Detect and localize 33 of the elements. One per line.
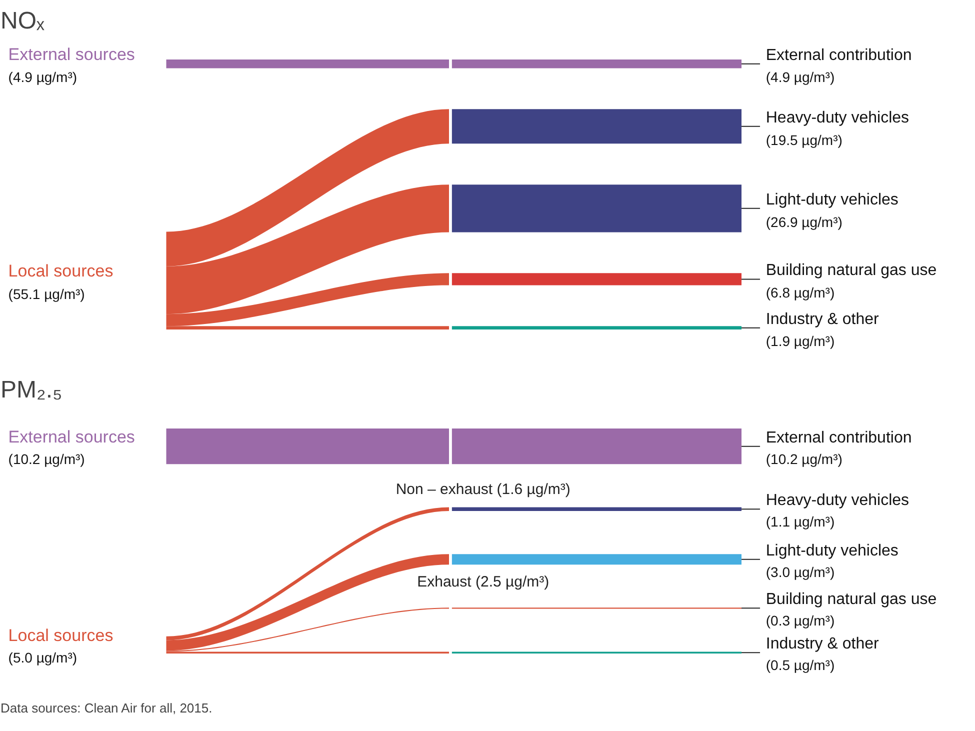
text: External sources <box>8 44 135 64</box>
category-label: Industry & other <box>766 310 880 328</box>
category-label: Building natural gas use <box>766 262 937 280</box>
text: (10.2 µg/m³) <box>8 450 85 467</box>
data-label: (6.8 µg/m³) <box>766 284 835 301</box>
text: Local sources <box>8 626 114 645</box>
text: Non – exhaust (1.6 µg/m³) <box>396 481 570 498</box>
text: Exhaust (2.5 µg/m³) <box>417 574 550 591</box>
text: Local sources <box>8 262 114 281</box>
category-label: Heavy-duty vehicles <box>766 109 910 126</box>
category-label: Building natural gas use <box>766 591 937 608</box>
text: External sources <box>8 427 135 446</box>
category-label: External contribution <box>766 429 912 446</box>
category-label: External contribution <box>766 46 912 64</box>
data-label: (3.0 µg/m³) <box>766 564 835 580</box>
text: PM₂.₅ <box>0 376 62 404</box>
category-label: Heavy-duty vehicles <box>766 492 910 510</box>
category-label: Industry & other <box>766 636 880 653</box>
data-label: (0.3 µg/m³) <box>766 612 835 629</box>
data-label: (1.9 µg/m³) <box>766 333 835 350</box>
data-label: (4.9 µg/m³) <box>766 69 835 86</box>
data-label: (10.2 µg/m³) <box>766 450 842 467</box>
text: (55.1 µg/m³) <box>8 286 85 302</box>
text: NOₓ <box>0 8 44 34</box>
text: Data sources: Clean Air for all, 2015. <box>0 700 212 716</box>
category-label: Light-duty vehicles <box>766 542 898 560</box>
data-label: (0.5 µg/m³) <box>766 657 835 674</box>
data-label: (19.5 µg/m³) <box>766 132 842 148</box>
data-label: (1.1 µg/m³) <box>766 514 835 530</box>
data-label: (26.9 µg/m³) <box>766 214 842 230</box>
category-label: Light-duty vehicles <box>766 191 898 208</box>
text: (4.9 µg/m³) <box>8 69 78 86</box>
text: (5.0 µg/m³) <box>8 649 78 666</box>
